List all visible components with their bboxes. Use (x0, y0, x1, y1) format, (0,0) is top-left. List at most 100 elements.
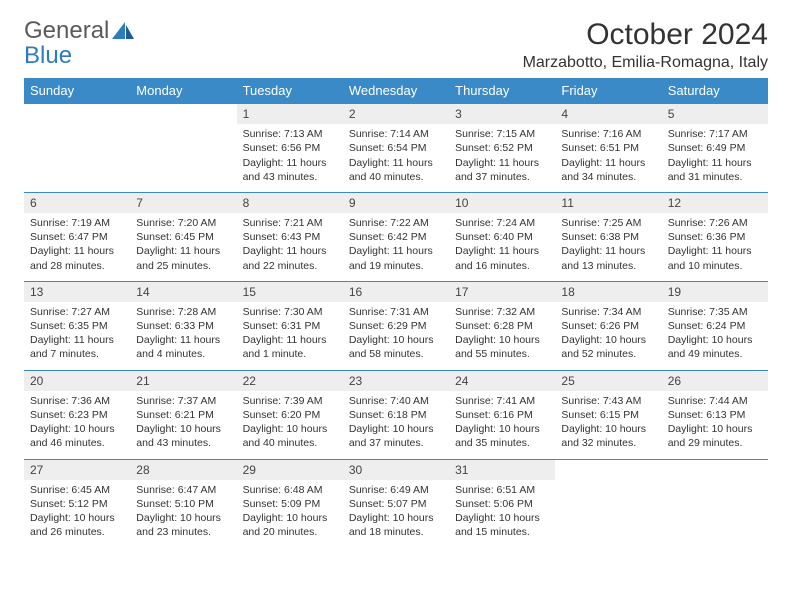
sunset-line: Sunset: 6:38 PM (561, 230, 655, 244)
sunset-line: Sunset: 6:24 PM (668, 319, 762, 333)
day-number: 9 (349, 196, 356, 210)
day-info-cell: Sunrise: 7:19 AMSunset: 6:47 PMDaylight:… (24, 213, 130, 281)
sunset-line: Sunset: 6:15 PM (561, 408, 655, 422)
sunset-line: Sunset: 6:16 PM (455, 408, 549, 422)
daynum-row: 20212223242526 (24, 370, 768, 391)
day-number-cell: 20 (24, 370, 130, 391)
daylight-line: Daylight: 11 hours and 7 minutes. (30, 333, 124, 361)
daylight-line: Daylight: 10 hours and 29 minutes. (668, 422, 762, 450)
day-number-cell: 29 (237, 459, 343, 480)
day-info-cell (24, 124, 130, 192)
day-info-cell: Sunrise: 7:27 AMSunset: 6:35 PMDaylight:… (24, 302, 130, 370)
day-number-cell: 30 (343, 459, 449, 480)
day-info-cell: Sunrise: 7:39 AMSunset: 6:20 PMDaylight:… (237, 391, 343, 459)
day-info-cell (130, 124, 236, 192)
day-number-cell: 27 (24, 459, 130, 480)
daylight-line: Daylight: 11 hours and 4 minutes. (136, 333, 230, 361)
day-number: 13 (30, 285, 43, 299)
sunset-line: Sunset: 6:20 PM (243, 408, 337, 422)
day-number-cell: 24 (449, 370, 555, 391)
weekday-header: Saturday (662, 78, 768, 104)
day-info-cell (555, 480, 661, 548)
day-number: 15 (243, 285, 256, 299)
info-row: Sunrise: 7:27 AMSunset: 6:35 PMDaylight:… (24, 302, 768, 370)
daylight-line: Daylight: 11 hours and 40 minutes. (349, 156, 443, 184)
weekday-header: Friday (555, 78, 661, 104)
day-info-cell: Sunrise: 7:41 AMSunset: 6:16 PMDaylight:… (449, 391, 555, 459)
day-number-cell: 5 (662, 104, 768, 125)
day-number: 1 (243, 107, 250, 121)
info-row: Sunrise: 7:36 AMSunset: 6:23 PMDaylight:… (24, 391, 768, 459)
day-number: 3 (455, 107, 462, 121)
daynum-row: 2728293031 (24, 459, 768, 480)
day-number: 6 (30, 196, 37, 210)
day-number-cell (24, 104, 130, 125)
day-number-cell: 19 (662, 281, 768, 302)
sunrise-line: Sunrise: 7:14 AM (349, 127, 443, 141)
daylight-line: Daylight: 10 hours and 58 minutes. (349, 333, 443, 361)
day-info-cell: Sunrise: 7:25 AMSunset: 6:38 PMDaylight:… (555, 213, 661, 281)
day-number: 7 (136, 196, 143, 210)
day-number: 30 (349, 463, 362, 477)
daylight-line: Daylight: 11 hours and 1 minute. (243, 333, 337, 361)
day-info-cell: Sunrise: 6:49 AMSunset: 5:07 PMDaylight:… (343, 480, 449, 548)
day-number: 20 (30, 374, 43, 388)
sunrise-line: Sunrise: 7:15 AM (455, 127, 549, 141)
weekday-header: Wednesday (343, 78, 449, 104)
daynum-row: 6 7 8 9 10 11 12 (24, 192, 768, 213)
sunrise-line: Sunrise: 7:21 AM (243, 216, 337, 230)
day-info-cell: Sunrise: 7:32 AMSunset: 6:28 PMDaylight:… (449, 302, 555, 370)
calendar-table: Sunday Monday Tuesday Wednesday Thursday… (24, 78, 768, 547)
daylight-line: Daylight: 10 hours and 20 minutes. (243, 511, 337, 539)
day-number: 31 (455, 463, 468, 477)
sunset-line: Sunset: 6:56 PM (243, 141, 337, 155)
day-info-cell: Sunrise: 7:14 AMSunset: 6:54 PMDaylight:… (343, 124, 449, 192)
day-info-cell: Sunrise: 7:24 AMSunset: 6:40 PMDaylight:… (449, 213, 555, 281)
sunrise-line: Sunrise: 7:40 AM (349, 394, 443, 408)
sunset-line: Sunset: 6:40 PM (455, 230, 549, 244)
sunset-line: Sunset: 5:10 PM (136, 497, 230, 511)
day-info-cell: Sunrise: 7:26 AMSunset: 6:36 PMDaylight:… (662, 213, 768, 281)
daylight-line: Daylight: 10 hours and 43 minutes. (136, 422, 230, 450)
sunrise-line: Sunrise: 6:49 AM (349, 483, 443, 497)
sunset-line: Sunset: 6:35 PM (30, 319, 124, 333)
day-number-cell: 14 (130, 281, 236, 302)
sunrise-line: Sunrise: 7:39 AM (243, 394, 337, 408)
day-info-cell: Sunrise: 7:31 AMSunset: 6:29 PMDaylight:… (343, 302, 449, 370)
day-number: 16 (349, 285, 362, 299)
day-info-cell: Sunrise: 6:47 AMSunset: 5:10 PMDaylight:… (130, 480, 236, 548)
sunrise-line: Sunrise: 7:34 AM (561, 305, 655, 319)
sunrise-line: Sunrise: 7:37 AM (136, 394, 230, 408)
day-number-cell: 18 (555, 281, 661, 302)
sunrise-line: Sunrise: 7:30 AM (243, 305, 337, 319)
day-info-cell: Sunrise: 6:45 AMSunset: 5:12 PMDaylight:… (24, 480, 130, 548)
daylight-line: Daylight: 10 hours and 37 minutes. (349, 422, 443, 450)
sunset-line: Sunset: 5:07 PM (349, 497, 443, 511)
sunrise-line: Sunrise: 7:13 AM (243, 127, 337, 141)
day-number: 10 (455, 196, 468, 210)
day-number: 11 (561, 196, 573, 210)
day-number: 5 (668, 107, 675, 121)
daylight-line: Daylight: 11 hours and 25 minutes. (136, 244, 230, 272)
daylight-line: Daylight: 10 hours and 26 minutes. (30, 511, 124, 539)
sunrise-line: Sunrise: 7:25 AM (561, 216, 655, 230)
sunrise-line: Sunrise: 7:32 AM (455, 305, 549, 319)
day-info-cell: Sunrise: 7:20 AMSunset: 6:45 PMDaylight:… (130, 213, 236, 281)
day-number: 23 (349, 374, 362, 388)
weekday-header: Thursday (449, 78, 555, 104)
day-info-cell: Sunrise: 7:28 AMSunset: 6:33 PMDaylight:… (130, 302, 236, 370)
day-number-cell: 3 (449, 104, 555, 125)
day-info-cell: Sunrise: 6:51 AMSunset: 5:06 PMDaylight:… (449, 480, 555, 548)
day-number-cell: 1 (237, 104, 343, 125)
sunrise-line: Sunrise: 7:28 AM (136, 305, 230, 319)
sunset-line: Sunset: 6:26 PM (561, 319, 655, 333)
daylight-line: Daylight: 10 hours and 49 minutes. (668, 333, 762, 361)
sunrise-line: Sunrise: 7:24 AM (455, 216, 549, 230)
weekday-header-row: Sunday Monday Tuesday Wednesday Thursday… (24, 78, 768, 104)
sunrise-line: Sunrise: 7:43 AM (561, 394, 655, 408)
day-info-cell: Sunrise: 7:44 AMSunset: 6:13 PMDaylight:… (662, 391, 768, 459)
day-number: 12 (668, 196, 681, 210)
day-number: 8 (243, 196, 250, 210)
day-number-cell: 2 (343, 104, 449, 125)
weekday-header: Tuesday (237, 78, 343, 104)
